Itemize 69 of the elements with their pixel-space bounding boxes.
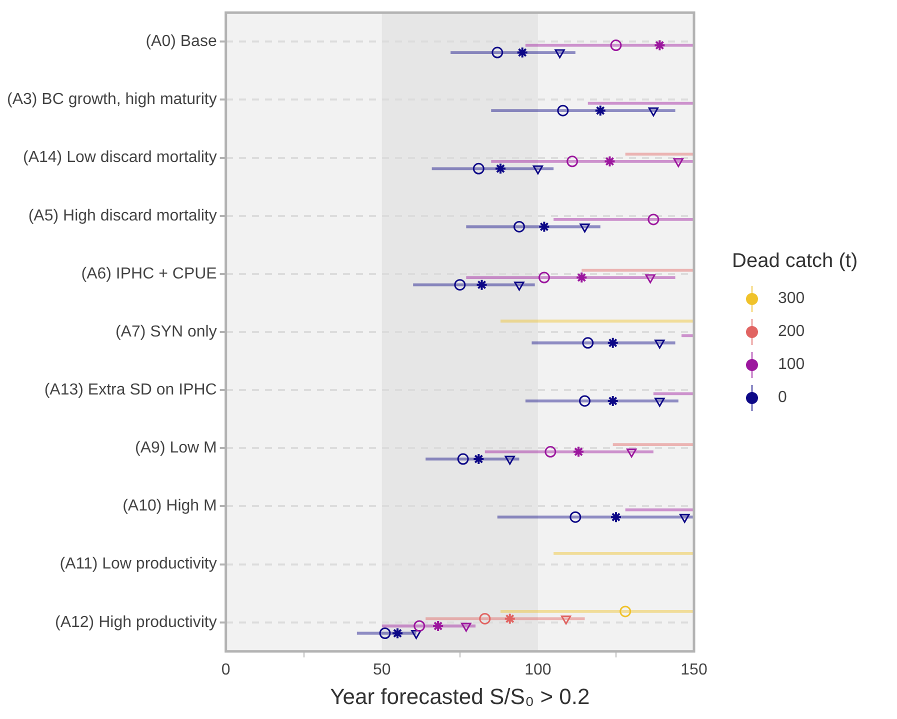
legend-label: 300	[778, 290, 805, 308]
point	[648, 107, 659, 116]
bar	[500, 320, 694, 323]
y-tick-label: (A13) Extra SD on IPHC	[44, 381, 217, 398]
point	[610, 511, 622, 524]
bar	[525, 400, 678, 402]
x-axis-title: Year forecasted S/S₀ > 0.2	[330, 684, 590, 709]
point	[579, 395, 591, 407]
bar	[491, 109, 676, 112]
legend-label: 100	[778, 356, 805, 374]
point	[606, 394, 619, 407]
bar	[682, 334, 694, 338]
y-tick-label: (A9) Low M	[135, 440, 217, 457]
point	[411, 630, 422, 640]
x-tick-label: 100	[524, 661, 552, 678]
point	[654, 340, 665, 349]
bar	[612, 443, 694, 446]
point	[570, 511, 582, 523]
point	[516, 46, 528, 59]
point	[594, 104, 606, 117]
point	[492, 46, 504, 58]
point	[504, 456, 515, 465]
y-tick-label: (A11) Low productivity	[60, 556, 217, 573]
point	[582, 337, 594, 349]
bar	[413, 283, 535, 286]
bar	[450, 51, 576, 54]
x-tick-label: 50	[373, 661, 391, 678]
point	[392, 627, 404, 640]
legend-title: Dead catch (t)	[732, 250, 858, 272]
y-tick-label: (A14) Low discard mortality	[23, 149, 217, 166]
bar	[625, 508, 694, 512]
bar	[500, 610, 694, 613]
point	[476, 278, 488, 291]
bar	[432, 167, 554, 170]
x-tick-label: 150	[680, 661, 708, 678]
y-tick-label: (A7) SYN only	[115, 323, 217, 340]
bar	[497, 516, 694, 519]
point	[494, 162, 506, 175]
point	[606, 336, 619, 349]
point	[680, 514, 690, 523]
y-tick-label: (A3) BC growth, high maturity	[6, 91, 217, 108]
bar	[554, 218, 694, 221]
legend-label: 200	[778, 323, 805, 341]
point	[379, 628, 391, 640]
y-tick-label: (A10) High M	[122, 498, 217, 515]
bar	[588, 102, 694, 105]
y-tick-label: (A0) Base	[146, 33, 217, 50]
point	[457, 453, 469, 465]
bar	[466, 276, 676, 280]
y-tick-label: (A6) IPHC + CPUE	[81, 265, 217, 282]
point	[557, 104, 569, 116]
point	[454, 279, 466, 291]
point	[538, 220, 550, 233]
bar	[491, 160, 694, 163]
bar	[532, 341, 676, 344]
bar	[554, 552, 694, 555]
y-tick-label: (A5) High discard mortality	[28, 207, 217, 224]
point	[513, 220, 525, 232]
legend-label: 0	[778, 389, 787, 407]
point	[554, 49, 565, 58]
point	[580, 223, 590, 232]
point	[472, 453, 485, 466]
point	[472, 162, 484, 174]
point	[514, 282, 524, 291]
y-tick-label: (A12) High productivity	[55, 614, 217, 631]
bar	[625, 152, 694, 156]
point	[532, 165, 544, 174]
point	[654, 398, 665, 407]
x-tick-label: 0	[221, 661, 230, 678]
